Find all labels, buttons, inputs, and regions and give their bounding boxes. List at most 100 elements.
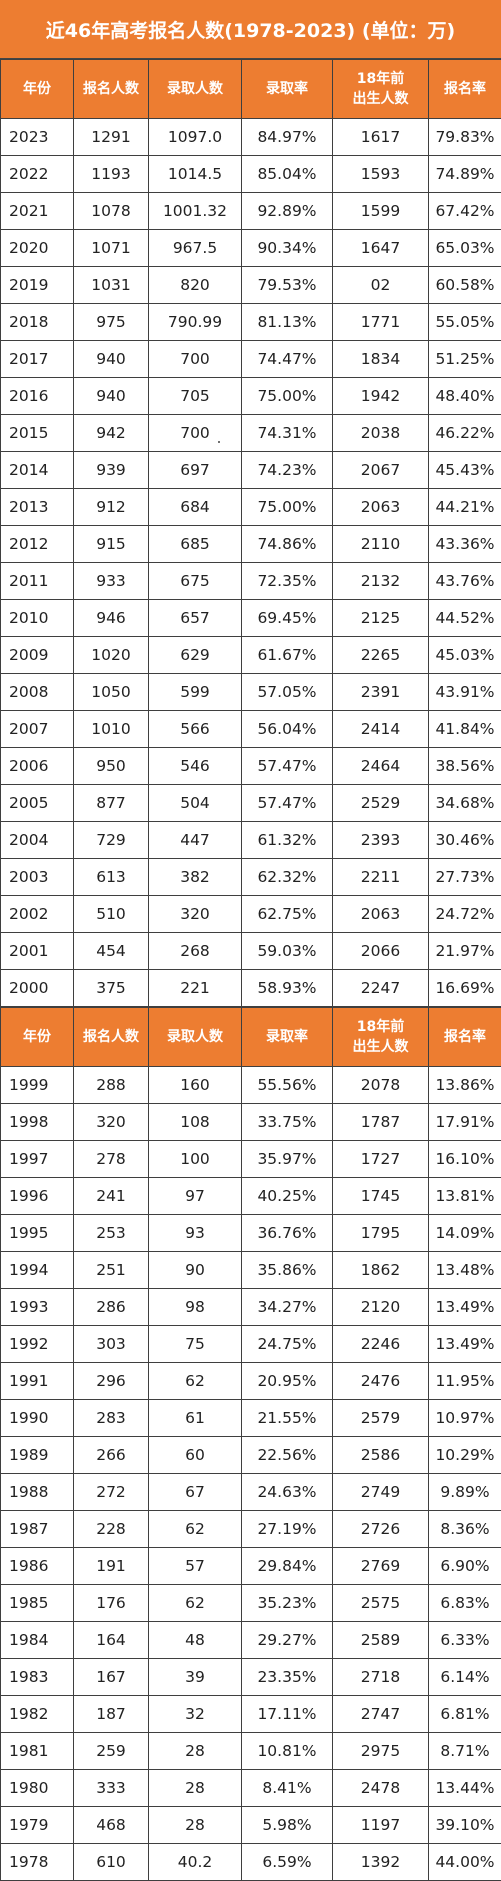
cell-application-rate: 39.10% (429, 1807, 501, 1844)
cell-births: 1647 (333, 230, 429, 267)
header-births-line1: 18年前 (357, 71, 404, 87)
cell-admission-rate: 20.95% (242, 1363, 333, 1400)
cell-application-rate: 65.03% (429, 230, 501, 267)
cell-admission-rate: 84.97% (242, 119, 333, 156)
cell-applicants: 283 (74, 1400, 149, 1437)
header-admission-rate: 录取率 (242, 60, 333, 119)
cell-births: 2747 (333, 1696, 429, 1733)
cell-births: 2265 (333, 637, 429, 674)
cell-year: 1995 (1, 1215, 74, 1252)
cell-births: 2391 (333, 674, 429, 711)
cell-births: 2063 (333, 489, 429, 526)
cell-year: 1982 (1, 1696, 74, 1733)
cell-applicants: 333 (74, 1770, 149, 1807)
cell-births: 1593 (333, 156, 429, 193)
cell-application-rate: 13.49% (429, 1289, 501, 1326)
cell-admitted: 98 (149, 1289, 242, 1326)
cell-births: 1771 (333, 304, 429, 341)
cell-applicants: 164 (74, 1622, 149, 1659)
cell-application-rate: 45.43% (429, 452, 501, 489)
cell-admitted: 1001.32 (149, 193, 242, 230)
cell-births: 2211 (333, 859, 429, 896)
cell-year: 2022 (1, 156, 74, 193)
cell-year: 1981 (1, 1733, 74, 1770)
cell-admission-rate: 69.45% (242, 600, 333, 637)
cell-year: 2020 (1, 230, 74, 267)
cell-application-rate: 6.81% (429, 1696, 501, 1733)
cell-births: 2038 (333, 415, 429, 452)
cell-admitted: 697 (149, 452, 242, 489)
cell-admission-rate: 34.27% (242, 1289, 333, 1326)
cell-admitted: 97 (149, 1178, 242, 1215)
cell-admitted: 700 (149, 415, 242, 452)
cell-application-rate: 43.76% (429, 563, 501, 600)
cell-application-rate: 17.91% (429, 1104, 501, 1141)
cell-application-rate: 79.83% (429, 119, 501, 156)
cell-year: 1989 (1, 1437, 74, 1474)
cell-admission-rate: 85.04% (242, 156, 333, 193)
cell-applicants: 167 (74, 1659, 149, 1696)
cell-admitted: 685 (149, 526, 242, 563)
cell-year: 2018 (1, 304, 74, 341)
cell-applicants: 191 (74, 1548, 149, 1585)
cell-application-rate: 8.71% (429, 1733, 501, 1770)
cell-applicants: 228 (74, 1511, 149, 1548)
cell-admitted: 67 (149, 1474, 242, 1511)
cell-application-rate: 24.72% (429, 896, 501, 933)
cell-application-rate: 14.09% (429, 1215, 501, 1252)
cell-admission-rate: 22.56% (242, 1437, 333, 1474)
cell-year: 1983 (1, 1659, 74, 1696)
cell-admitted: 60 (149, 1437, 242, 1474)
cell-applicants: 1031 (74, 267, 149, 304)
cell-application-rate: 67.42% (429, 193, 501, 230)
cell-year: 2015 (1, 415, 74, 452)
cell-births: 2586 (333, 1437, 429, 1474)
cell-year: 2021 (1, 193, 74, 230)
cell-year: 2014 (1, 452, 74, 489)
page: 近46年高考报名人数(1978-2023) (单位：万) 年份 报名人数 录取人… (0, 0, 501, 1823)
cell-applicants: 241 (74, 1178, 149, 1215)
cell-admitted: 684 (149, 489, 242, 526)
cell-births: 1599 (333, 193, 429, 230)
cell-year: 2005 (1, 785, 74, 822)
cell-year: 1994 (1, 1252, 74, 1289)
cell-year: 1992 (1, 1326, 74, 1363)
cell-year: 1980 (1, 1770, 74, 1807)
cell-application-rate: 44.00% (429, 1844, 501, 1881)
cell-application-rate: 44.52% (429, 600, 501, 637)
cell-application-rate: 13.81% (429, 1178, 501, 1215)
cell-application-rate: 51.25% (429, 341, 501, 378)
cell-admission-rate: 57.05% (242, 674, 333, 711)
cell-applicants: 1193 (74, 156, 149, 193)
cell-admitted: 62 (149, 1363, 242, 1400)
cell-application-rate: 8.36% (429, 1511, 501, 1548)
cell-births: 2726 (333, 1511, 429, 1548)
cell-applicants: 1078 (74, 193, 149, 230)
cell-admitted: 28 (149, 1770, 242, 1807)
cell-births: 2414 (333, 711, 429, 748)
cell-admitted: 100 (149, 1141, 242, 1178)
cell-admitted: 629 (149, 637, 242, 674)
cell-admission-rate: 35.97% (242, 1141, 333, 1178)
cell-year: 2009 (1, 637, 74, 674)
cell-births: 1727 (333, 1141, 429, 1178)
cell-applicants: 940 (74, 341, 149, 378)
cell-year: 2011 (1, 563, 74, 600)
cell-births: 2769 (333, 1548, 429, 1585)
cell-year: 2017 (1, 341, 74, 378)
